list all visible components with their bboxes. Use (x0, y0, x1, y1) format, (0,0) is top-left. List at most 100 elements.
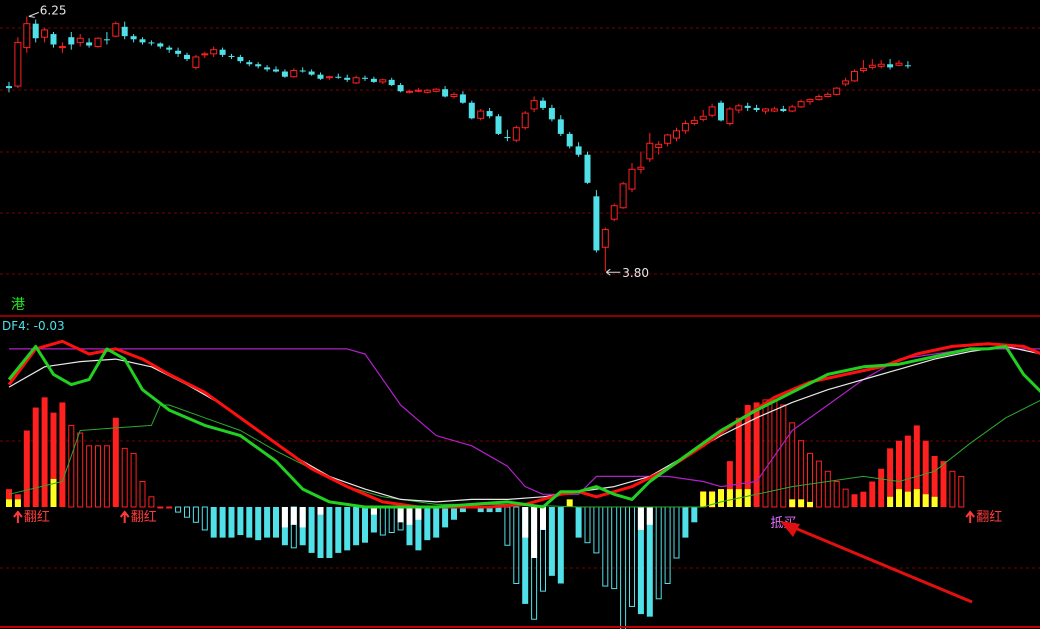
signal-up-arrow (965, 510, 975, 523)
candle (681, 120, 689, 134)
signal-up-arrow (13, 510, 23, 523)
histogram-bar (931, 456, 938, 507)
candle-body (50, 34, 57, 45)
histogram-bar (255, 507, 262, 541)
histogram-bar (103, 445, 110, 508)
candle (264, 65, 271, 72)
signal-up-arrow (119, 510, 130, 523)
candle (521, 111, 529, 130)
candle-body (824, 93, 832, 97)
candle-body (432, 88, 440, 92)
candle (50, 32, 57, 48)
histogram-bar (379, 506, 386, 536)
candle-body (317, 74, 324, 79)
candle-body (895, 62, 903, 66)
histogram-bar (344, 507, 351, 551)
signal-label: 翻红 (976, 509, 1002, 525)
candle-body (86, 42, 93, 46)
candle-body (406, 90, 413, 93)
candle (637, 151, 645, 174)
candle-body (6, 86, 12, 89)
histogram-white-segment (415, 507, 422, 520)
candle (290, 68, 298, 78)
candle (859, 60, 867, 73)
candle (423, 89, 431, 94)
candle-body (130, 36, 137, 40)
annotation-arrow-head (780, 521, 800, 537)
histogram-white-segment (637, 507, 644, 530)
candle-body (557, 119, 564, 134)
candlestick-series[interactable] (6, 16, 911, 272)
indicator-panel (6, 339, 1040, 629)
candle-body (753, 107, 760, 110)
histogram-white-segment (290, 507, 297, 525)
candle-body (833, 87, 841, 95)
candle-body (788, 106, 796, 112)
candle-body (32, 23, 39, 39)
histogram-bar (682, 507, 689, 538)
candle-body (148, 42, 155, 44)
low-marker-arrow (606, 268, 621, 276)
candle-body (530, 100, 538, 110)
candle-body (23, 23, 31, 49)
candle-body (887, 64, 894, 68)
histogram-white-segment (317, 507, 324, 515)
histogram-white-segment (522, 507, 529, 538)
candle-body (664, 134, 672, 144)
price-extremes: 6.25 3.80 (28, 3, 649, 280)
histogram-bar (59, 402, 66, 507)
candle (325, 75, 333, 80)
histogram-bar (353, 507, 360, 546)
indicator-readout[interactable]: DF4: -0.03 (2, 319, 65, 333)
histogram-bar (148, 496, 155, 508)
candle-body (308, 71, 315, 75)
candle-body (388, 79, 395, 86)
histogram-bar (629, 506, 635, 607)
histogram-bar (459, 507, 466, 513)
candle-body (379, 79, 387, 83)
histogram-bar (949, 470, 956, 508)
candle (833, 87, 841, 96)
candle (362, 75, 368, 81)
candle (486, 107, 493, 119)
histogram-bar (602, 506, 609, 587)
candle (370, 76, 377, 83)
candle (904, 61, 911, 69)
histogram-bar (548, 507, 555, 576)
signal-labels: 翻红翻红翻红抵买 (13, 509, 1002, 531)
candle (201, 51, 209, 58)
histogram-bar (726, 461, 733, 507)
histogram-bar (326, 507, 333, 558)
histogram-bar (513, 506, 520, 584)
candle (41, 27, 49, 43)
signal-label: 翻红 (24, 509, 50, 525)
candle (166, 45, 173, 53)
candle (815, 94, 823, 101)
candle (868, 59, 876, 70)
candle-body (797, 101, 805, 108)
histogram-bar (388, 506, 395, 533)
histogram-bar (851, 494, 858, 507)
candle-body (780, 108, 787, 112)
histogram-bar (869, 481, 876, 507)
candle (788, 104, 796, 113)
candle (32, 19, 39, 43)
candle-body (646, 142, 654, 160)
histogram-bar (655, 506, 662, 600)
candle-body (699, 115, 707, 120)
candle-body (877, 63, 885, 67)
candle-body (166, 47, 173, 50)
candle (619, 181, 627, 209)
candle (228, 53, 235, 60)
histogram-bar (184, 506, 190, 518)
histogram-white-segment (299, 507, 306, 528)
candle (308, 69, 315, 76)
candle (512, 125, 520, 143)
candle-body (655, 143, 663, 148)
candle (442, 86, 449, 98)
histogram-bar (415, 507, 422, 551)
candle (593, 190, 600, 253)
histogram-bar (166, 506, 173, 509)
candle-body (673, 130, 680, 139)
